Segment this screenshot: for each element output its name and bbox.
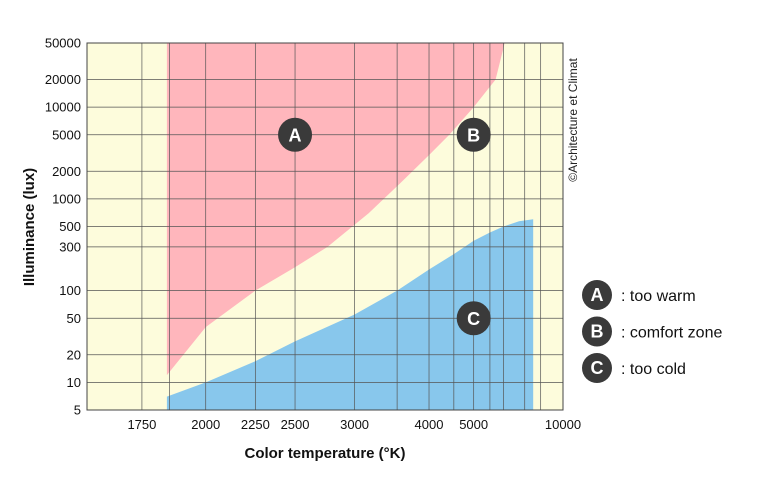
legend-badge-letter: A <box>591 285 604 305</box>
y-axis-title: Illuminance (lux) <box>21 168 38 286</box>
y-tick-label: 2000 <box>52 164 81 179</box>
x-tick-labels: 1750 2000 2250 2500 3000 4000 5000 10000 <box>127 417 581 432</box>
legend-item-c: C : too cold <box>582 353 686 383</box>
x-tick-label: 4000 <box>415 417 444 432</box>
x-tick-label: 2000 <box>191 417 220 432</box>
legend-badge <box>582 280 612 310</box>
legend-label: : too cold <box>621 361 686 378</box>
legend-badge-letter: B <box>591 322 604 342</box>
y-tick-label: 300 <box>59 239 81 254</box>
x-tick-label: 2500 <box>281 417 310 432</box>
x-tick-label: 5000 <box>459 417 488 432</box>
badge-circle <box>278 117 313 152</box>
x-tick-label: 3000 <box>340 417 369 432</box>
y-tick-label: 20 <box>67 347 81 362</box>
x-tick-label: 1750 <box>127 417 156 432</box>
x-axis-title: Color temperature (°K) <box>244 445 405 462</box>
y-tick-label: 5000 <box>52 127 81 142</box>
badge-letter: C <box>467 309 480 329</box>
zone-c-area <box>166 219 534 410</box>
y-tick-label: 100 <box>59 283 81 298</box>
legend: A : too warm B : comfort zone C : too cold <box>582 280 722 383</box>
legend-label: : too warm <box>621 288 696 305</box>
horizontal-gridlines <box>87 79 563 383</box>
y-tick-label: 50000 <box>45 36 81 51</box>
legend-label: : comfort zone <box>621 325 722 342</box>
y-tick-label: 5 <box>74 403 81 418</box>
x-tick-label: 10000 <box>545 417 581 432</box>
y-tick-label: 500 <box>59 219 81 234</box>
y-tick-label: 50 <box>67 311 81 326</box>
legend-badge-letter: C <box>591 358 604 378</box>
zone-badges: A B C <box>278 117 491 336</box>
badge-circle <box>456 301 491 336</box>
legend-item-b: B : comfort zone <box>582 316 722 347</box>
legend-item-a: A : too warm <box>582 280 696 310</box>
zone-badge-b: B <box>456 117 491 152</box>
x-tick-label: 2250 <box>241 417 270 432</box>
zone-badge-c: C <box>456 301 491 336</box>
y-tick-labels: 5 10 20 50 100 300 500 1000 2000 5000 10000 20000 50… <box>45 36 81 418</box>
badge-letter: A <box>289 125 302 145</box>
badge-circle <box>456 117 491 152</box>
y-tick-label: 20000 <box>45 72 81 87</box>
y-tick-label: 10 <box>67 375 81 390</box>
y-tick-label: 10000 <box>45 100 81 115</box>
copyright-credit: ©Architecture et Climat <box>566 58 580 182</box>
legend-badge <box>582 353 612 383</box>
zone-a-area <box>166 43 505 376</box>
badge-letter: B <box>467 125 480 145</box>
plot-frame <box>86 42 564 411</box>
y-tick-label: 1000 <box>52 191 81 206</box>
zone-badge-a: A <box>278 117 313 152</box>
legend-badge <box>582 316 612 347</box>
